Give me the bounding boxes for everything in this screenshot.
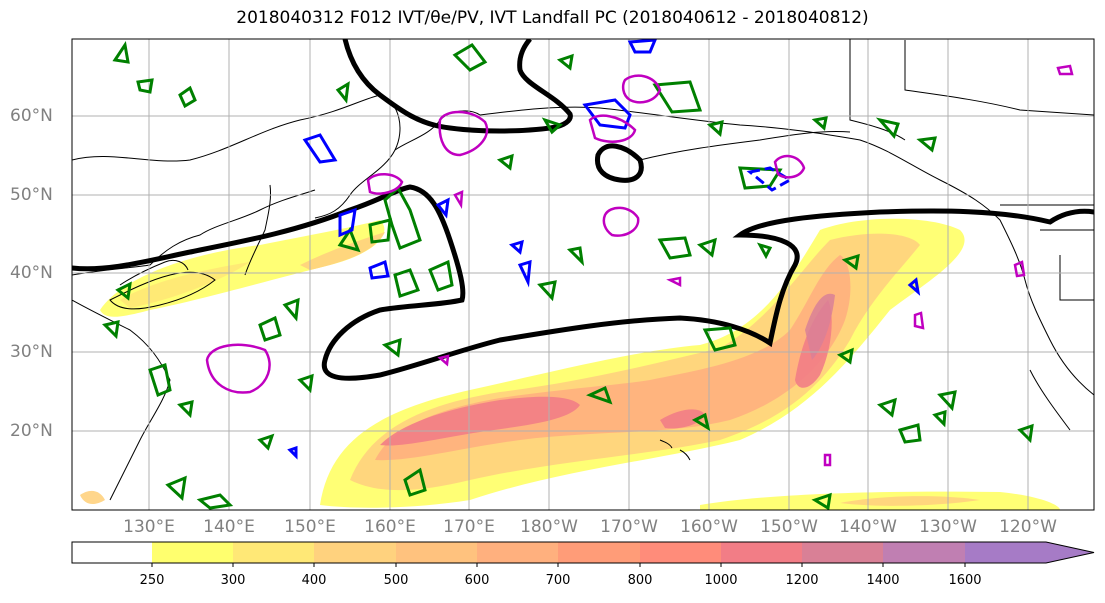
colorbar-segment bbox=[640, 542, 721, 563]
lat-label-40n: 40°N bbox=[10, 263, 53, 283]
colorbar-tick-label: 250 bbox=[139, 573, 165, 588]
colorbar-segment-below bbox=[72, 542, 152, 563]
lon-label-140e: 140°E bbox=[203, 517, 255, 537]
coastlines bbox=[72, 39, 1094, 501]
colorbar-tick-label: 800 bbox=[627, 573, 653, 588]
colorbar-ticks bbox=[151, 563, 966, 567]
landfall-pc-contours bbox=[205, 64, 1074, 467]
lon-label-150e: 150°E bbox=[284, 517, 336, 537]
colorbar-tick-label: 500 bbox=[383, 573, 409, 588]
pv-positive-contours bbox=[102, 41, 1034, 510]
lon-label-180w: 180°W bbox=[520, 517, 578, 537]
lat-label-60n: 60°N bbox=[10, 106, 53, 126]
colorbar-tick-label: 700 bbox=[545, 573, 571, 588]
lon-label-170w: 170°W bbox=[600, 517, 658, 537]
colorbar-outline bbox=[71, 541, 1095, 564]
theta-e-contours bbox=[72, 39, 1094, 381]
lon-label-160e: 160°E bbox=[364, 517, 416, 537]
lon-label-130e: 130°E bbox=[123, 517, 175, 537]
colorbar-segment bbox=[558, 542, 640, 563]
colorbar-tick-label: 1600 bbox=[948, 573, 982, 588]
colorbar-tick-label: 400 bbox=[301, 573, 327, 588]
lon-label-140w: 140°W bbox=[839, 517, 897, 537]
colorbar-segment bbox=[396, 542, 477, 563]
lon-label-130w: 130°W bbox=[919, 517, 977, 537]
colorbar-tick-label: 1200 bbox=[785, 573, 819, 588]
lon-label-160w: 160°W bbox=[680, 517, 738, 537]
colorbar-tick-label: 300 bbox=[220, 573, 246, 588]
map-title: 2018040312 F012 IVT/θe/PV, IVT Landfall … bbox=[236, 8, 869, 28]
colorbar-extend-arrow bbox=[1046, 542, 1094, 563]
colorbar-segment bbox=[152, 542, 233, 563]
colorbar-segment bbox=[802, 542, 883, 563]
colorbar-segment bbox=[965, 542, 1046, 563]
colorbar-segment bbox=[233, 542, 314, 563]
lon-label-120w: 120°W bbox=[999, 517, 1057, 537]
colorbar bbox=[71, 541, 1095, 567]
lat-label-20n: 20°N bbox=[10, 421, 53, 441]
colorbar-tick-label: 600 bbox=[464, 573, 490, 588]
colorbar-tick-label: 1400 bbox=[866, 573, 900, 588]
lon-label-170e: 170°E bbox=[443, 517, 495, 537]
lat-label-30n: 30°N bbox=[10, 342, 53, 362]
map-frame bbox=[71, 38, 1095, 511]
pv-negative-contours bbox=[287, 39, 921, 460]
lat-label-50n: 50°N bbox=[10, 185, 53, 205]
graticule bbox=[72, 39, 1094, 510]
colorbar-tick-label: 1000 bbox=[704, 573, 738, 588]
ivt-shading bbox=[80, 218, 1060, 510]
colorbar-segment bbox=[883, 542, 965, 563]
colorbar-segment bbox=[477, 542, 558, 563]
colorbar-segment bbox=[314, 542, 396, 563]
lon-label-150w: 150°W bbox=[760, 517, 818, 537]
colorbar-segment bbox=[721, 542, 802, 563]
